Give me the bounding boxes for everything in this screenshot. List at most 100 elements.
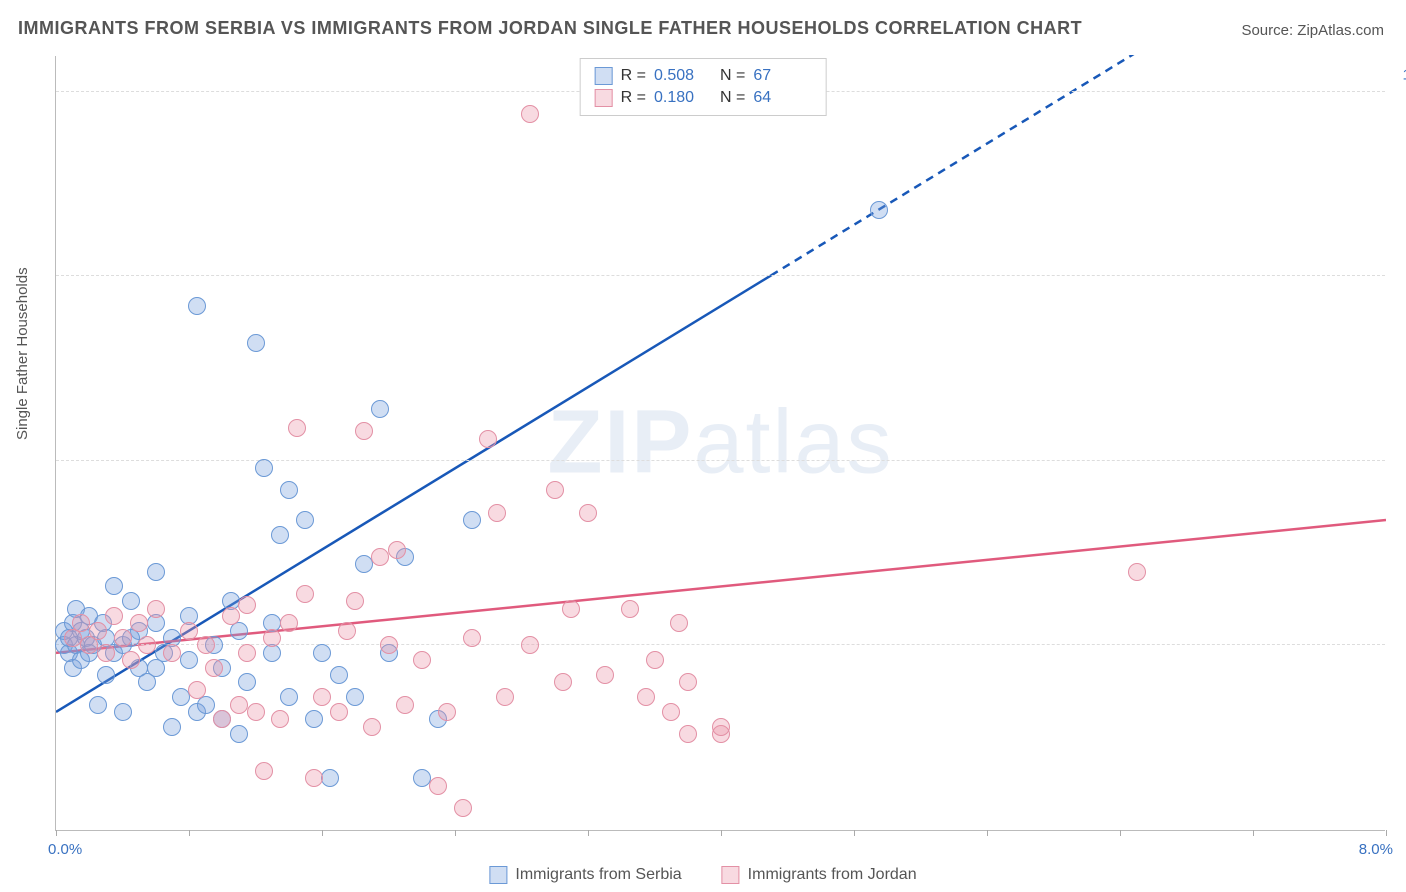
legend-item-serbia: Immigrants from Serbia [489,866,681,884]
plot-area: ZIPatlas 0.0% 8.0% 2.5%5.0%7.5%10.0% [55,56,1385,831]
y-tick-label: 10.0% [1402,66,1406,83]
data-point [247,334,265,352]
data-point [296,511,314,529]
data-point [271,526,289,544]
data-point [138,636,156,654]
data-point [305,710,323,728]
data-point [388,541,406,559]
data-point [338,622,356,640]
data-point [330,666,348,684]
data-point [163,644,181,662]
data-point [371,400,389,418]
data-point [163,718,181,736]
data-point [330,703,348,721]
data-point [463,511,481,529]
data-point [197,636,215,654]
swatch-serbia [489,866,507,884]
data-point [413,651,431,669]
x-tick [987,830,988,836]
data-point [105,607,123,625]
swatch-serbia [595,67,613,85]
data-point [380,636,398,654]
data-point [438,703,456,721]
data-point [355,555,373,573]
data-point [496,688,514,706]
data-point [313,644,331,662]
data-point [280,481,298,499]
data-point [205,659,223,677]
watermark: ZIPatlas [547,392,893,495]
swatch-jordan [722,866,740,884]
data-point [463,629,481,647]
data-point [114,703,132,721]
data-point [396,696,414,714]
data-point [554,673,572,691]
data-point [305,769,323,787]
source-attribution: Source: ZipAtlas.com [1241,22,1384,39]
x-tick [455,830,456,836]
data-point [114,629,132,647]
swatch-jordan [595,89,613,107]
data-point [371,548,389,566]
data-point [288,419,306,437]
gridline [56,275,1385,276]
data-point [479,430,497,448]
data-point [321,769,339,787]
data-point [346,592,364,610]
x-tick [588,830,589,836]
data-point [637,688,655,706]
data-point [596,666,614,684]
stats-legend-box: R = 0.508 N = 67 R = 0.180 N = 64 [580,58,827,116]
stats-row-jordan: R = 0.180 N = 64 [595,87,812,109]
data-point [172,688,190,706]
chart-title: IMMIGRANTS FROM SERBIA VS IMMIGRANTS FRO… [18,18,1082,39]
data-point [213,710,231,728]
data-point [180,651,198,669]
data-point [521,105,539,123]
data-point [97,666,115,684]
data-point [97,644,115,662]
data-point [562,600,580,618]
x-tick [1120,830,1121,836]
data-point [255,459,273,477]
data-point [621,600,639,618]
bottom-legend: Immigrants from Serbia Immigrants from J… [489,866,916,884]
data-point [263,629,281,647]
data-point [355,422,373,440]
data-point [230,696,248,714]
data-point [247,703,265,721]
data-point [89,622,107,640]
data-point [130,614,148,632]
x-tick [322,830,323,836]
data-point [521,636,539,654]
data-point [230,725,248,743]
data-point [238,644,256,662]
data-point [413,769,431,787]
legend-item-jordan: Immigrants from Jordan [722,866,917,884]
data-point [105,577,123,595]
x-tick [1253,830,1254,836]
data-point [670,614,688,632]
data-point [363,718,381,736]
data-point [488,504,506,522]
x-tick [1386,830,1387,836]
data-point [280,614,298,632]
data-point [870,201,888,219]
x-axis-min-label: 0.0% [48,841,82,858]
data-point [280,688,298,706]
data-point [89,696,107,714]
y-axis-label: Single Father Households [14,267,31,440]
data-point [122,651,140,669]
data-point [1128,563,1146,581]
data-point [579,504,597,522]
data-point [679,673,697,691]
data-point [188,681,206,699]
data-point [646,651,664,669]
data-point [346,688,364,706]
data-point [296,585,314,603]
data-point [546,481,564,499]
data-point [180,622,198,640]
x-tick [854,830,855,836]
stats-row-serbia: R = 0.508 N = 67 [595,65,812,87]
data-point [222,607,240,625]
